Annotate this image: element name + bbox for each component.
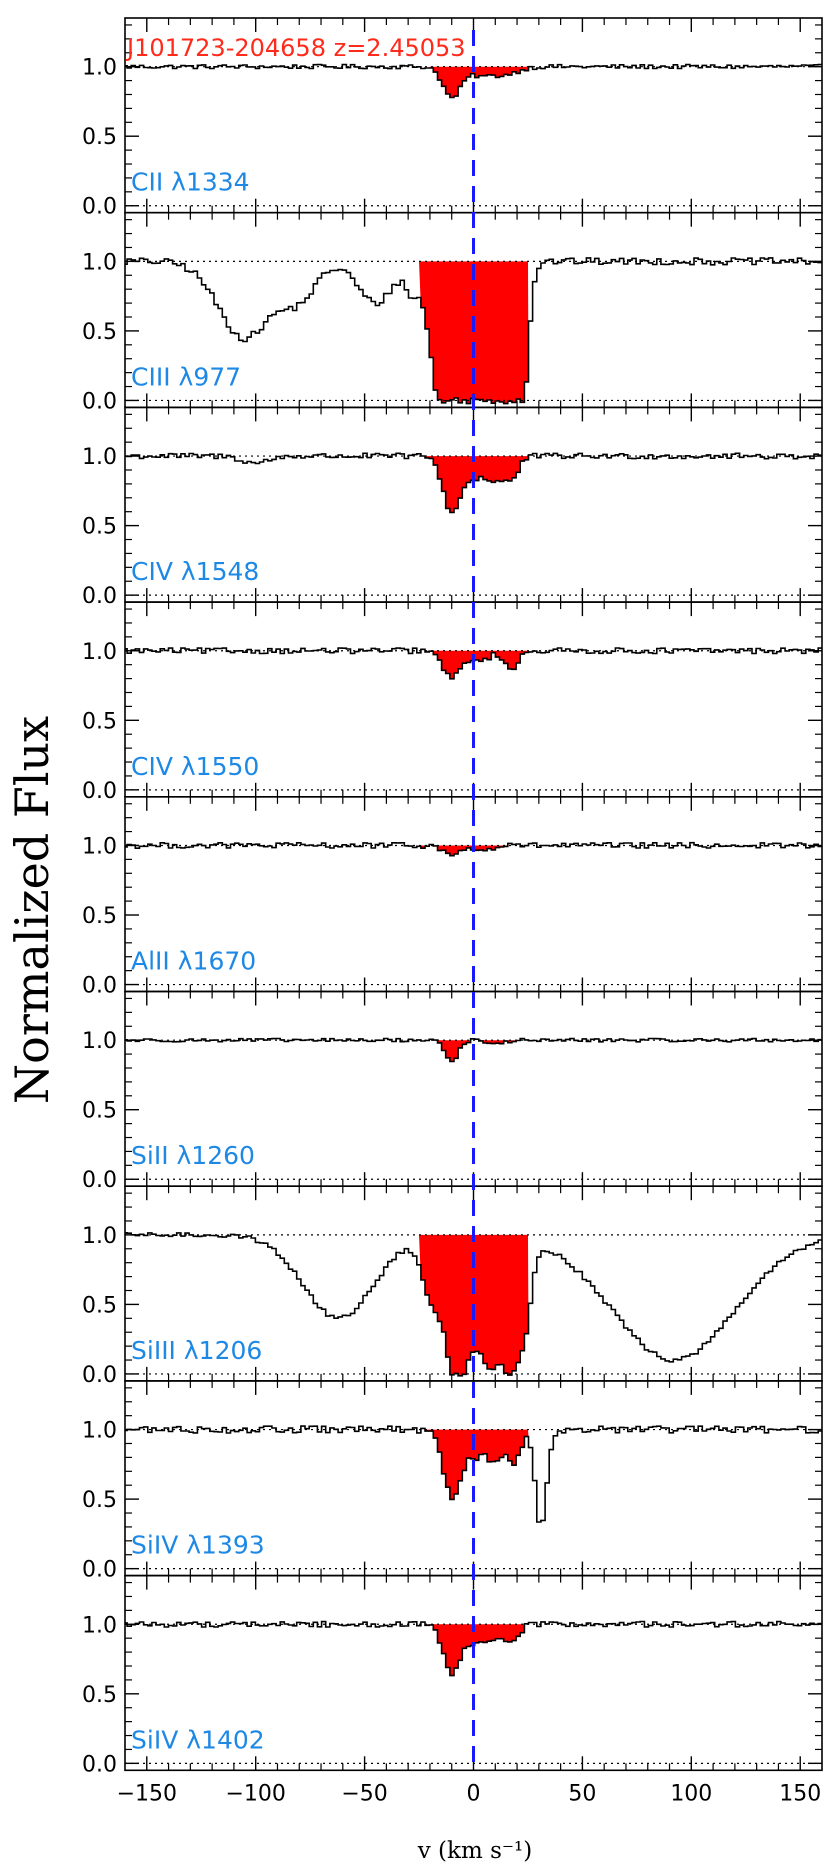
spectrum-line [125,1037,822,1063]
y-tick-label: 1.0 [82,250,117,275]
x-tick-label: 50 [568,1781,596,1806]
spectrum-line [125,1232,822,1377]
y-tick-label: 1.0 [82,1029,117,1054]
transition-label: SiIV λ1393 [131,1531,265,1560]
y-tick-label: 0.0 [82,1363,117,1388]
y-tick-label: 0.0 [82,974,117,999]
x-tick-label: −50 [341,1781,387,1806]
y-tick-label: 0.5 [82,709,117,734]
y-tick-label: 1.0 [82,56,117,81]
panel-9: 0.0 0.5 1.0 SiIV λ1402 −150 −100 −50 0 50 100 150 [82,1574,823,1806]
chart-title: J101723-204658 z=2.45053 [125,34,466,62]
y-tick-label: 1.0 [82,1419,117,1444]
y-tick-label: 1.0 [82,1224,117,1249]
y-tick-label: 1.0 [82,445,117,470]
y-tick-label: 0.5 [82,320,117,345]
spectrum-line [125,841,822,857]
x-axis-label: v (km s⁻¹) [417,1838,532,1864]
absorption-fill [419,261,529,404]
x-tick-label: −150 [117,1781,177,1806]
y-tick-label: 0.0 [82,389,117,414]
y-tick-label: 0.5 [82,515,117,540]
y-tick-label: 0.5 [82,1683,117,1708]
y-tick-label: 0.5 [82,1488,117,1513]
x-tick-label: 100 [670,1781,712,1806]
y-tick-label: 0.0 [82,1752,117,1777]
transition-label: SiIV λ1402 [131,1725,265,1754]
y-tick-label: 0.5 [82,1099,117,1124]
x-tick-label: 0 [467,1781,481,1806]
y-tick-label: 0.0 [82,584,117,609]
y-axis-label: Normalized Flux [5,716,59,1104]
transition-label: CII λ1334 [131,168,250,197]
absorption-fill [429,1040,529,1062]
spectrum-line [125,1620,822,1677]
y-tick-label: 1.0 [82,640,117,665]
y-tick-label: 0.0 [82,779,117,804]
y-tick-label: 0.0 [82,1558,117,1583]
y-tick-label: 1.0 [82,1613,117,1638]
panels-layer: 0.0 0.5 1.0 CII λ1334 J101723-204658 z=2.450… [82,17,823,1806]
transition-label: CIII λ977 [131,362,241,391]
y-tick-label: 0.5 [82,125,117,150]
spectrum-line [125,257,822,405]
transition-label: AlII λ1670 [131,947,256,976]
transition-label: SiII λ1260 [131,1141,255,1170]
x-tick-label: −100 [225,1781,285,1806]
panel-7: 0.0 0.5 1.0 SiIII λ1206 [82,1185,823,1388]
transition-label: CIV λ1548 [131,557,259,586]
panel-8: 0.0 0.5 1.0 SiIV λ1393 [82,1380,823,1583]
y-tick-label: 1.0 [82,834,117,859]
y-tick-label: 0.0 [82,195,117,220]
panel-5: 0.0 0.5 1.0 AlII λ1670 [82,795,823,999]
y-tick-label: 0.5 [82,904,117,929]
panel-3: 0.0 0.5 1.0 CIV λ1548 [82,406,823,609]
transition-label: CIV λ1550 [131,752,259,781]
spectrum-line [125,63,822,99]
y-tick-label: 0.5 [82,1293,117,1318]
y-tick-label: 0.0 [82,1168,117,1193]
panel-2: 0.0 0.5 1.0 CIII λ977 [82,211,823,414]
x-tick-label: 150 [779,1781,821,1806]
transition-label: SiIII λ1206 [131,1336,262,1365]
